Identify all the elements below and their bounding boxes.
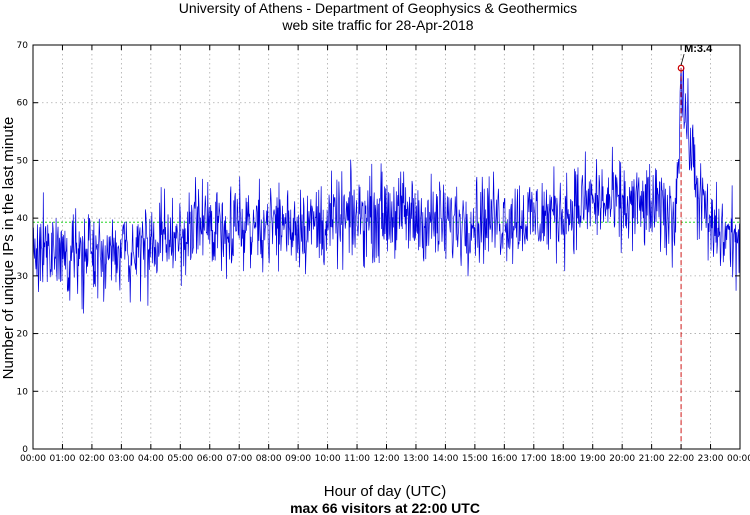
chart-caption: max 66 visitors at 22:00 UTC	[290, 500, 480, 515]
x-axis-label: Hour of day (UTC)	[324, 483, 447, 500]
x-tick-label: 20:00	[609, 454, 635, 464]
y-tick-labels: 0 10 20 30 40 50 60 70	[17, 41, 29, 455]
y-tick-label: 70	[17, 41, 29, 51]
x-tick-label: 04:00	[138, 454, 164, 464]
max-annotation-label: M:3.4	[684, 43, 713, 55]
y-tick-label: 0	[22, 445, 28, 455]
chart-title-line-1: University of Athens - Department of Geo…	[179, 0, 577, 16]
x-tick-label: 16:00	[491, 454, 517, 464]
x-tick-label: 05:00	[167, 454, 193, 464]
x-tick-labels: 00:00 01:00 02:00 03:00 04:00 05:00 06:00 07:00…	[20, 454, 750, 464]
x-tick-label: 01:00	[49, 454, 75, 464]
x-tick-label: 18:00	[550, 454, 576, 464]
x-tick-label: 23:00	[698, 454, 724, 464]
y-tick-label: 10	[17, 387, 29, 397]
x-tick-label: 13:00	[403, 454, 429, 464]
x-tick-label: 00:00	[20, 454, 46, 464]
y-tick-label: 30	[17, 272, 29, 282]
x-tick-label: 15:00	[462, 454, 488, 464]
max-annotation-leader	[680, 53, 685, 66]
ticks	[32, 44, 741, 450]
x-tick-label: 19:00	[580, 454, 606, 464]
series-line	[32, 66, 741, 314]
y-tick-label: 20	[17, 330, 29, 340]
max-marker: M:3.4	[677, 43, 713, 449]
x-tick-label: 03:00	[108, 454, 134, 464]
x-tick-label: 17:00	[521, 454, 547, 464]
x-tick-label: 22:00	[668, 454, 694, 464]
x-tick-label: 06:00	[197, 454, 223, 464]
x-tick-label: 12:00	[374, 454, 400, 464]
traffic-series-line	[32, 66, 741, 314]
x-tick-label: 09:00	[285, 454, 311, 464]
x-tick-label: 11:00	[344, 454, 370, 464]
x-tick-label: 08:00	[256, 454, 282, 464]
x-tick-label: 21:00	[639, 454, 665, 464]
x-tick-label: 00:00	[727, 454, 750, 464]
x-tick-label: 14:00	[432, 454, 458, 464]
y-tick-label: 60	[17, 99, 29, 109]
y-axis-label: Number of unique IPs in the last minute	[0, 117, 17, 380]
x-tick-label: 10:00	[315, 454, 341, 464]
y-tick-label: 50	[17, 156, 29, 166]
grid	[33, 45, 740, 449]
x-tick-label: 07:00	[226, 454, 252, 464]
x-tick-label: 02:00	[79, 454, 105, 464]
max-point-circle	[677, 64, 685, 72]
y-tick-label: 40	[17, 214, 29, 224]
chart-title-line-2: web site traffic for 28-Apr-2018	[281, 17, 473, 33]
